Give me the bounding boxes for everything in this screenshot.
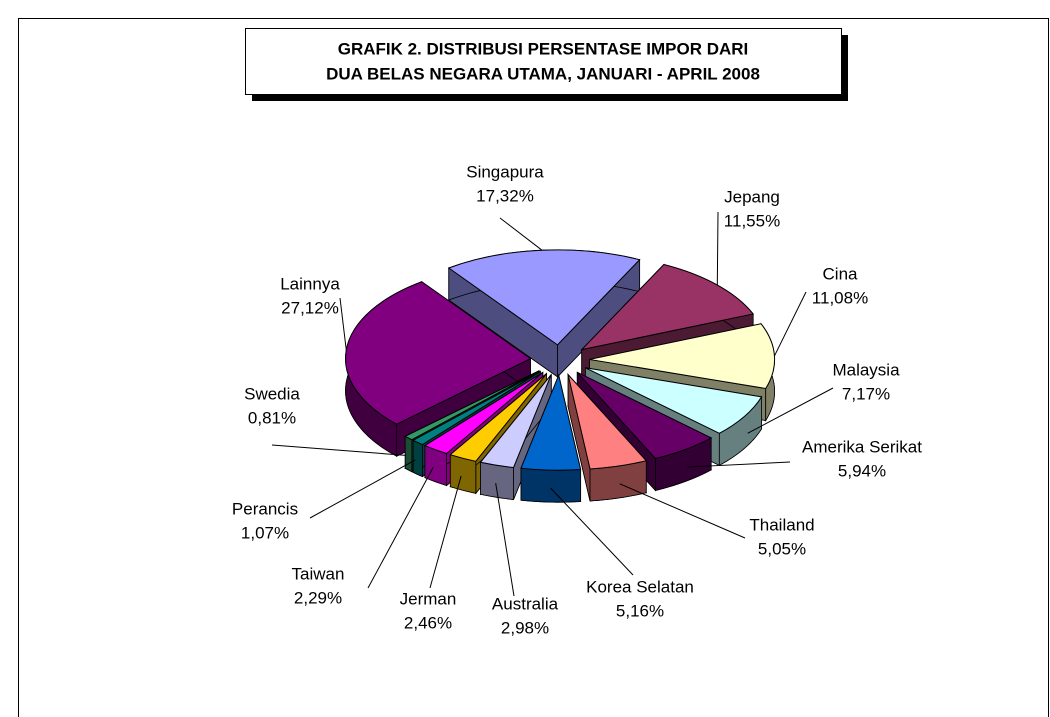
leader-line (716, 211, 719, 286)
slice (447, 249, 641, 346)
slice-wall (412, 439, 423, 478)
data-label-name: Cina (823, 264, 859, 283)
frame (18, 18, 1049, 717)
data-label-value: 11,55% (724, 211, 780, 230)
data-label-value: 2,46% (404, 613, 452, 632)
slice (345, 281, 532, 425)
slice (576, 371, 713, 460)
data-label-name: Jepang (724, 187, 780, 206)
slice (589, 323, 776, 390)
leader-line (309, 459, 416, 519)
leader-line (774, 291, 807, 357)
leader-line (429, 475, 462, 589)
data-label-value: 27,12% (281, 298, 339, 317)
data-label-value: 7,17% (842, 384, 890, 403)
slice (423, 371, 544, 455)
data-label-name: Thailand (749, 515, 814, 534)
data-label-name: Taiwan (292, 564, 345, 583)
leader-line (550, 487, 634, 576)
leader-line (619, 483, 746, 539)
data-label-name: Malaysia (832, 360, 900, 379)
data-label-value: 17,32% (476, 186, 534, 205)
chart-title: DUA BELAS NEGARA UTAMA, JANUARI - APRIL … (326, 64, 760, 83)
data-label-name: Swedia (244, 384, 300, 403)
data-label-name: Perancis (232, 499, 298, 518)
data-label-name: Lainnya (280, 274, 340, 293)
slice (585, 367, 763, 434)
leader-line (339, 297, 347, 351)
leader-line (271, 444, 406, 456)
leader-line (367, 467, 434, 589)
chart-title: GRAFIK 2. DISTRIBUSI PERSENTASE IMPOR DA… (338, 39, 749, 58)
leader-line (747, 387, 834, 434)
leader-line (495, 483, 515, 597)
leader-line (499, 217, 543, 251)
slice (567, 372, 648, 470)
data-label-value: 5,16% (616, 601, 664, 620)
slice (412, 370, 541, 446)
slice (479, 374, 552, 469)
slice (520, 373, 582, 471)
data-label-value: 2,98% (501, 618, 549, 637)
data-label-value: 5,94% (838, 461, 886, 480)
data-label-name: Amerika Serikat (802, 437, 922, 456)
data-label-value: 2,29% (294, 588, 342, 607)
data-label-name: Korea Selatan (586, 577, 694, 596)
slice (404, 370, 540, 441)
data-label-value: 0,81% (248, 408, 296, 427)
data-label-name: Australia (492, 594, 559, 613)
slice-wall (520, 467, 582, 503)
data-label-value: 11,08% (812, 288, 868, 307)
pie (345, 249, 776, 503)
slice (449, 373, 547, 462)
data-label-value: 1,07% (241, 523, 289, 542)
data-label-name: Singapura (466, 162, 544, 181)
slice-wall (404, 435, 413, 473)
title-box (245, 28, 842, 95)
data-label-name: Jerman (400, 589, 457, 608)
leader-line (687, 461, 791, 468)
data-label-value: 5,05% (758, 539, 806, 558)
